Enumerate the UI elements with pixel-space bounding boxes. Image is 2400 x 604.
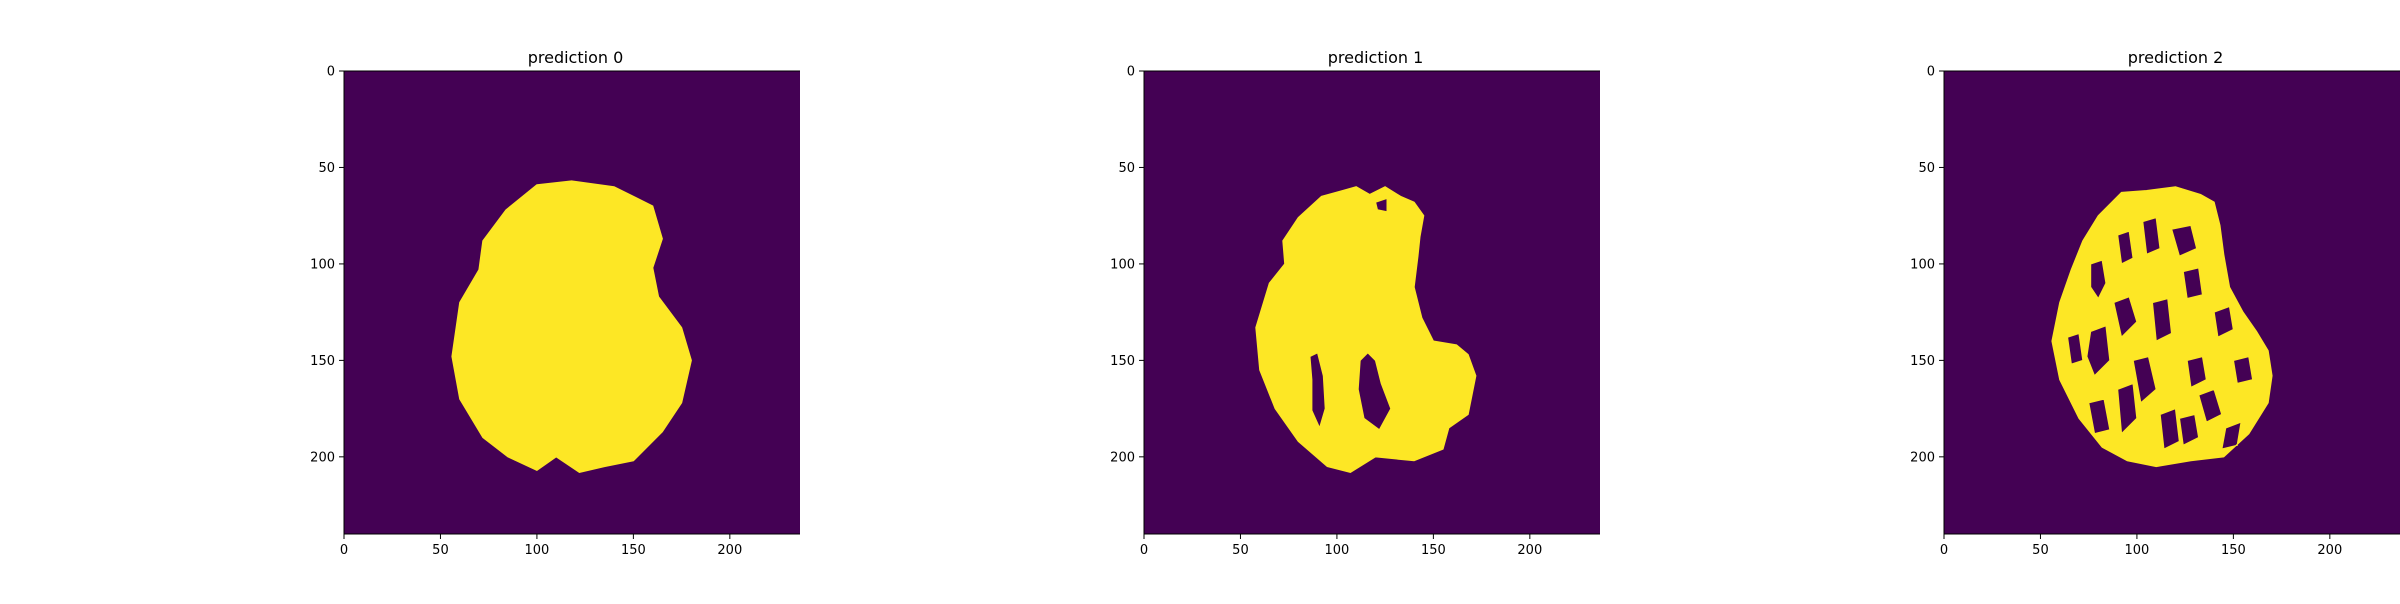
y-tick-label: 100 <box>1910 257 1935 272</box>
y-tick-label: 150 <box>310 354 335 369</box>
y-tick-label: 150 <box>1110 354 1135 369</box>
x-tick-label: 200 <box>2317 543 2342 558</box>
x-tick-label: 100 <box>2125 543 2150 558</box>
mask-region <box>2051 186 2273 468</box>
chart-svg-1: prediction 1 0 50 100 150 200 0 50 100 150 200 <box>1110 48 1608 558</box>
x-tick-label: 150 <box>2221 543 2246 558</box>
y-tick-label: 50 <box>1118 161 1135 176</box>
y-tick-label: 0 <box>1127 65 1135 80</box>
chart-svg-2: prediction 2 0 50 100 150 200 0 50 100 150 200 <box>1910 48 2400 558</box>
y-tick-label: 200 <box>1110 450 1135 465</box>
y-tick-label: 200 <box>1910 450 1935 465</box>
x-tick-label: 0 <box>1940 543 1948 558</box>
y-tick-label: 150 <box>1910 354 1935 369</box>
x-tick-label: 50 <box>432 543 449 558</box>
chart-title: prediction 1 <box>1328 48 1424 67</box>
mask-region <box>1255 186 1477 473</box>
y-tick-label: 0 <box>327 65 335 80</box>
mask-region <box>451 180 692 473</box>
chart-title: prediction 0 <box>528 48 624 67</box>
y-tick-label: 0 <box>1927 65 1935 80</box>
x-tick-label: 0 <box>1140 543 1148 558</box>
x-tick-label: 100 <box>525 543 550 558</box>
y-tick-label: 50 <box>318 161 335 176</box>
y-tick-label: 50 <box>1918 161 1935 176</box>
x-tick-label: 50 <box>1232 543 1249 558</box>
x-tick-label: 50 <box>2032 543 2049 558</box>
chart-title: prediction 2 <box>2128 48 2224 67</box>
y-tick-label: 100 <box>310 257 335 272</box>
subplot-2: prediction 2 0 50 100 150 200 0 50 100 150 200 <box>1600 0 2400 600</box>
x-tick-label: 150 <box>621 543 646 558</box>
x-tick-label: 200 <box>717 543 742 558</box>
x-tick-label: 100 <box>1325 543 1350 558</box>
x-tick-label: 150 <box>1421 543 1446 558</box>
chart-svg-0: prediction 0 0 50 100 150 200 0 50 100 150 200 <box>310 48 808 558</box>
axes-frame <box>1943 70 2400 535</box>
y-tick-label: 200 <box>310 450 335 465</box>
x-tick-label: 200 <box>1517 543 1542 558</box>
x-tick-label: 0 <box>340 543 348 558</box>
y-tick-label: 100 <box>1110 257 1135 272</box>
subplot-1: prediction 1 0 50 100 150 200 0 50 100 150 200 <box>800 0 1608 600</box>
subplot-0: prediction 0 0 50 100 150 200 0 50 100 150 200 <box>0 0 808 600</box>
